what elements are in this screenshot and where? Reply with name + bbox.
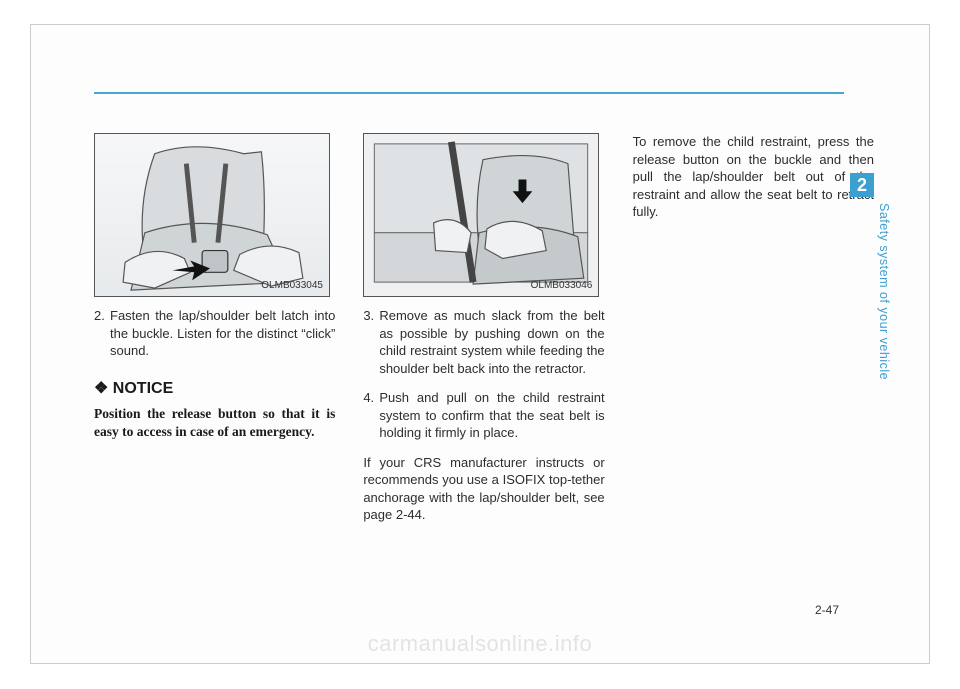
watermark: carmanualsonline.info [31, 631, 929, 657]
step-text: Remove as much slack from the belt as po… [379, 307, 604, 377]
remove-paragraph: To remove the child restraint, press the… [633, 133, 874, 221]
page-frame: OLMB033045 2. Fasten the lap/shoulder be… [30, 24, 930, 664]
crs-paragraph: If your CRS manufacturer instructs or re… [363, 454, 604, 524]
top-rule [94, 92, 844, 94]
figure-buckle: OLMB033045 [94, 133, 330, 297]
figure-label: OLMB033046 [531, 279, 593, 293]
child-seat-buckle-illustration [95, 134, 329, 296]
chapter-tab: 2 [850, 173, 874, 197]
column-1: OLMB033045 2. Fasten the lap/shoulder be… [94, 133, 335, 536]
notice-heading: ❖ NOTICE [94, 378, 335, 400]
page-number: 2-47 [815, 603, 839, 617]
step-num: 3. [363, 307, 379, 377]
notice-body: Position the release button so that it i… [94, 405, 335, 441]
chapter-title: Safety system of your vehicle [871, 203, 891, 463]
step-text: Fasten the lap/shoulder belt latch into … [110, 307, 335, 360]
child-seat-slack-illustration [364, 134, 598, 296]
step-2: 2. Fasten the lap/shoulder belt latch in… [94, 307, 335, 360]
figure-slack: OLMB033046 [363, 133, 599, 297]
step-num: 2. [94, 307, 110, 360]
step-text: Push and pull on the child restraint sys… [379, 389, 604, 442]
step-4: 4. Push and pull on the child restraint … [363, 389, 604, 442]
content-area: OLMB033045 2. Fasten the lap/shoulder be… [94, 133, 874, 536]
figure-label: OLMB033045 [261, 279, 323, 293]
column-2: OLMB033046 3. Remove as much slack from … [363, 133, 604, 536]
step-3: 3. Remove as much slack from the belt as… [363, 307, 604, 377]
column-3: To remove the child restraint, press the… [633, 133, 874, 536]
step-num: 4. [363, 389, 379, 442]
